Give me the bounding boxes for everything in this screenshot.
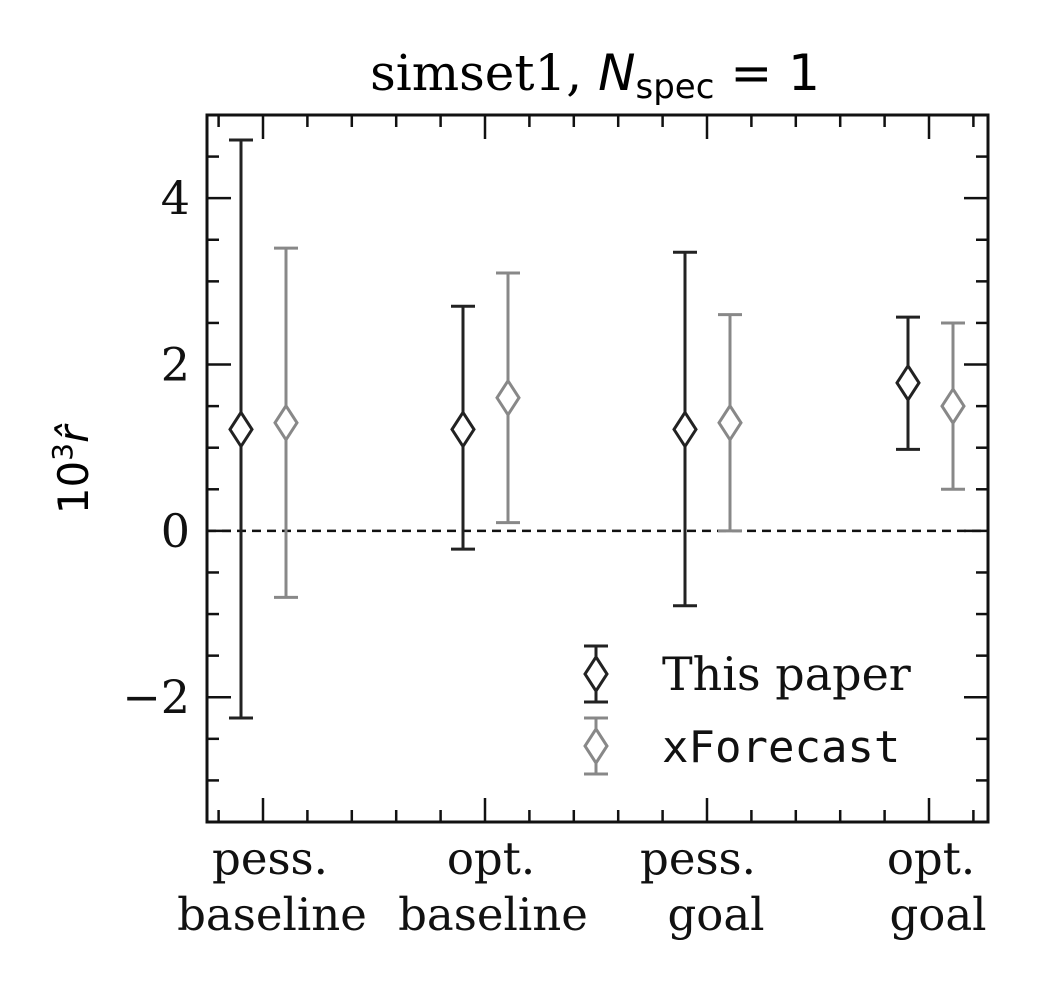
x-tick-label-line2: baseline [177, 888, 367, 941]
x-tick-label-line1: opt. [447, 832, 535, 885]
point-this-paper-3-marker [895, 363, 921, 403]
point-xforecast-1-marker [495, 378, 521, 418]
legend-label-this-paper: This paper [662, 647, 911, 701]
y-tick-label: 0 [161, 504, 190, 558]
legend-diamond [583, 654, 609, 694]
point-xforecast-0 [273, 246, 299, 599]
point-this-paper-2-marker [672, 409, 698, 450]
x-tick-label-line1: pess. [640, 832, 756, 885]
chart-title: simset1, Nspec = 1 [370, 44, 820, 107]
point-xforecast-2 [717, 313, 743, 533]
point-this-paper-1 [450, 304, 476, 551]
y-tick-label: 4 [161, 171, 190, 225]
y-axis-label-exp: 3 [46, 443, 79, 461]
point-xforecast-1 [495, 271, 521, 525]
x-tick-label-line1: pess. [212, 832, 328, 885]
plot-area [207, 138, 988, 720]
x-tick-label-line2: goal [667, 888, 764, 941]
x-tick-label-line1: opt. [887, 832, 975, 885]
axes: −2024pess.baselineopt.baselinepess.goalo… [122, 113, 990, 941]
plot-frame [205, 113, 990, 824]
point-this-paper-2 [672, 250, 698, 608]
chart-title-suffix: = 1 [714, 44, 820, 102]
point-this-paper-0-marker [228, 409, 254, 450]
y-axis-label-base: 10 [49, 461, 98, 514]
chart-title-sub: spec [636, 67, 715, 107]
y-tick-label: −2 [122, 670, 190, 724]
legend-marker-this-paper [583, 644, 609, 704]
legend: This paper xForecast [583, 644, 911, 776]
y-tick-label: 2 [161, 338, 190, 392]
legend-marker-xforecast [583, 716, 609, 776]
point-this-paper-3 [895, 315, 921, 451]
point-xforecast-3 [940, 321, 966, 491]
point-this-paper-1-marker [450, 409, 476, 450]
point-xforecast-0-marker [273, 402, 299, 443]
x-tick-label-line2: baseline [398, 888, 588, 941]
point-this-paper-0 [228, 138, 254, 720]
point-xforecast-2-marker [717, 402, 743, 443]
legend-diamond [583, 726, 609, 766]
legend-label-xforecast: xForecast [662, 722, 900, 773]
chart-title-prefix: simset1, [370, 44, 598, 102]
chart-title-var: N [598, 44, 635, 102]
x-tick-label-line2: goal [889, 888, 986, 941]
point-xforecast-3-marker [940, 386, 966, 426]
y-axis-label-var: r̂ [49, 423, 98, 443]
y-axis-label: 103r̂ [46, 423, 98, 515]
